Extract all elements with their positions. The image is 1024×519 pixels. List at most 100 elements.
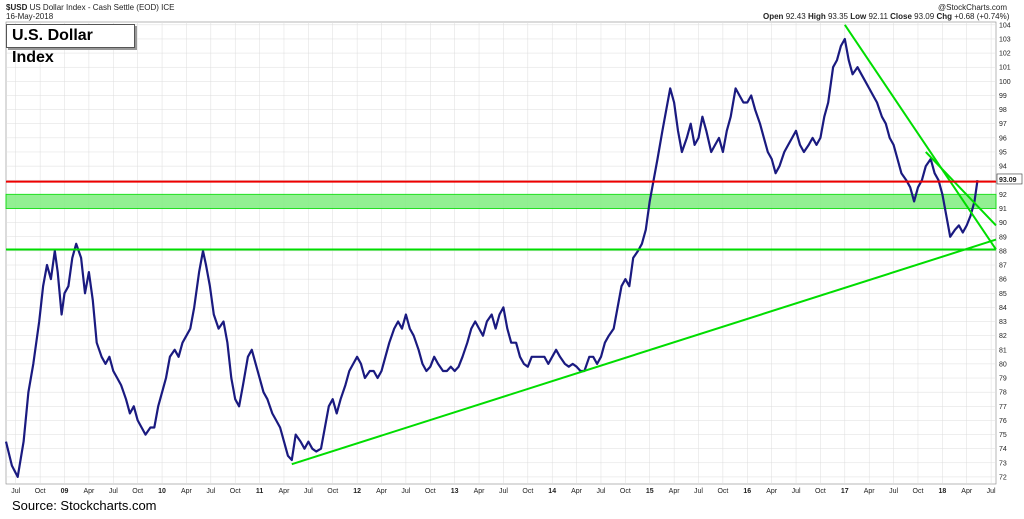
x-tick-label: 10 [158,488,166,495]
y-tick-label: 84 [999,305,1007,312]
y-tick-label: 72 [999,474,1007,481]
y-tick-label: 104 [999,22,1011,29]
x-tick-label: Oct [35,488,46,495]
open-value: 92.43 [785,12,806,21]
header-left: $USD US Dollar Index - Cash Settle (EOD)… [6,3,175,12]
last-value-box [996,173,1023,185]
high-value: 93.35 [827,12,848,21]
last-value-marker: 93.09 [996,173,1023,185]
y-tick-label: 103 [999,36,1011,43]
y-tick-label: 97 [999,121,1007,128]
price-series-line [4,37,979,478]
x-tick-label: Oct [425,488,436,495]
x-tick-label: 16 [743,488,751,495]
x-tick-label: Apr [83,488,95,495]
x-tick-label: Jul [401,488,410,495]
y-tick-label: 90 [999,220,1007,227]
x-tick-label: 12 [353,488,361,495]
low-label: Low [850,12,867,21]
y-tick-label: 85 [999,291,1007,298]
y-tick-label: 92 [999,192,1007,199]
x-tick-label: Jul [889,488,898,495]
trendline [291,238,997,466]
ohlc-readout: Open 92.43 High 93.35 Low 92.11 Close 93… [763,12,1009,21]
x-tick-label: Oct [815,488,826,495]
x-tick-label: Jul [596,488,605,495]
x-tick-label: Oct [717,488,728,495]
close-value: 93.09 [914,12,935,21]
y-tick-label: 76 [999,418,1007,425]
plot-background [5,21,997,485]
last-value-label: 93.09 [999,177,1017,184]
y-tick-label: 74 [999,446,1007,453]
x-tick-label: Apr [474,488,486,495]
x-axis: Jul Oct 09 Apr Jul Oct 10 Apr Jul Oct 11 Apr Jul Oct 1… [11,488,996,495]
y-tick-label: 79 [999,376,1007,383]
y-tick-label: 82 [999,333,1007,340]
y-tick-label: 80 [999,361,1007,368]
y-tick-label: 75 [999,432,1007,439]
x-tick-label: Apr [279,488,291,495]
y-tick-label: 96 [999,135,1007,142]
x-tick-label: Jul [206,488,215,495]
y-tick-label: 91 [999,206,1007,213]
x-tick-label: 18 [938,488,946,495]
x-tick-label: Apr [181,488,193,495]
chg-value: +0.68 (+0.74%) [954,12,1010,21]
x-tick-label: 17 [841,488,849,495]
x-tick-label: Jul [11,488,20,495]
symbol-label: $USD [6,3,28,12]
x-tick-label: Apr [571,488,583,495]
x-tick-label: Apr [376,488,388,495]
x-tick-label: Jul [694,488,703,495]
support-zone [5,193,997,209]
header-date: 16-May-2018 [6,12,54,21]
close-label: Close [890,12,912,21]
x-tick-label: Jul [792,488,801,495]
price-layer [4,37,979,478]
y-tick-label: 78 [999,390,1007,397]
source-note: Source: Stockcharts.com [12,498,157,513]
x-tick-label: Apr [961,488,973,495]
header-credit: @StockCharts.com [938,3,1008,12]
x-tick-label: Apr [864,488,876,495]
y-tick-label: 102 [999,51,1011,58]
y-tick-label: 99 [999,93,1007,100]
x-tick-label: Oct [522,488,533,495]
y-axis: 72 73 74 75 76 77 78 79 80 81 82 83 84 85 86 87 88 89 90 91… [999,22,1011,481]
y-tick-label: 101 [999,65,1011,72]
trendline-layer [6,24,997,466]
x-tick-label: Oct [230,488,241,495]
x-tick-label: 09 [61,488,69,495]
x-tick-label: 13 [451,488,459,495]
y-tick-label: 77 [999,404,1007,411]
x-tick-label: 15 [646,488,654,495]
y-tick-label: 83 [999,319,1007,326]
x-tick-label: 14 [548,488,556,495]
y-tick-label: 98 [999,107,1007,114]
x-tick-label: Jul [304,488,313,495]
x-tick-label: Oct [132,488,143,495]
x-tick-label: Apr [669,488,681,495]
y-tick-label: 86 [999,277,1007,284]
zone-layer [5,193,997,209]
low-value: 92.11 [868,12,888,21]
y-tick-label: 88 [999,248,1007,255]
trendline [925,151,997,227]
y-tick-label: 95 [999,149,1007,156]
x-tick-label: Apr [766,488,778,495]
open-label: Open [763,12,784,21]
x-tick-label: Oct [620,488,631,495]
y-tick-label: 81 [999,347,1007,354]
chg-label: Chg [936,12,952,21]
chart-title: U.S. Dollar Index [6,24,135,66]
y-tick-label: 87 [999,263,1007,270]
trendline [843,24,997,251]
x-tick-label: Oct [327,488,338,495]
x-tick-label: 11 [256,488,264,495]
symbol-description: US Dollar Index - Cash Settle (EOD) ICE [29,3,175,12]
y-tick-label: 89 [999,234,1007,241]
y-tick-label: 73 [999,460,1007,467]
y-tick-label: 100 [999,79,1011,86]
